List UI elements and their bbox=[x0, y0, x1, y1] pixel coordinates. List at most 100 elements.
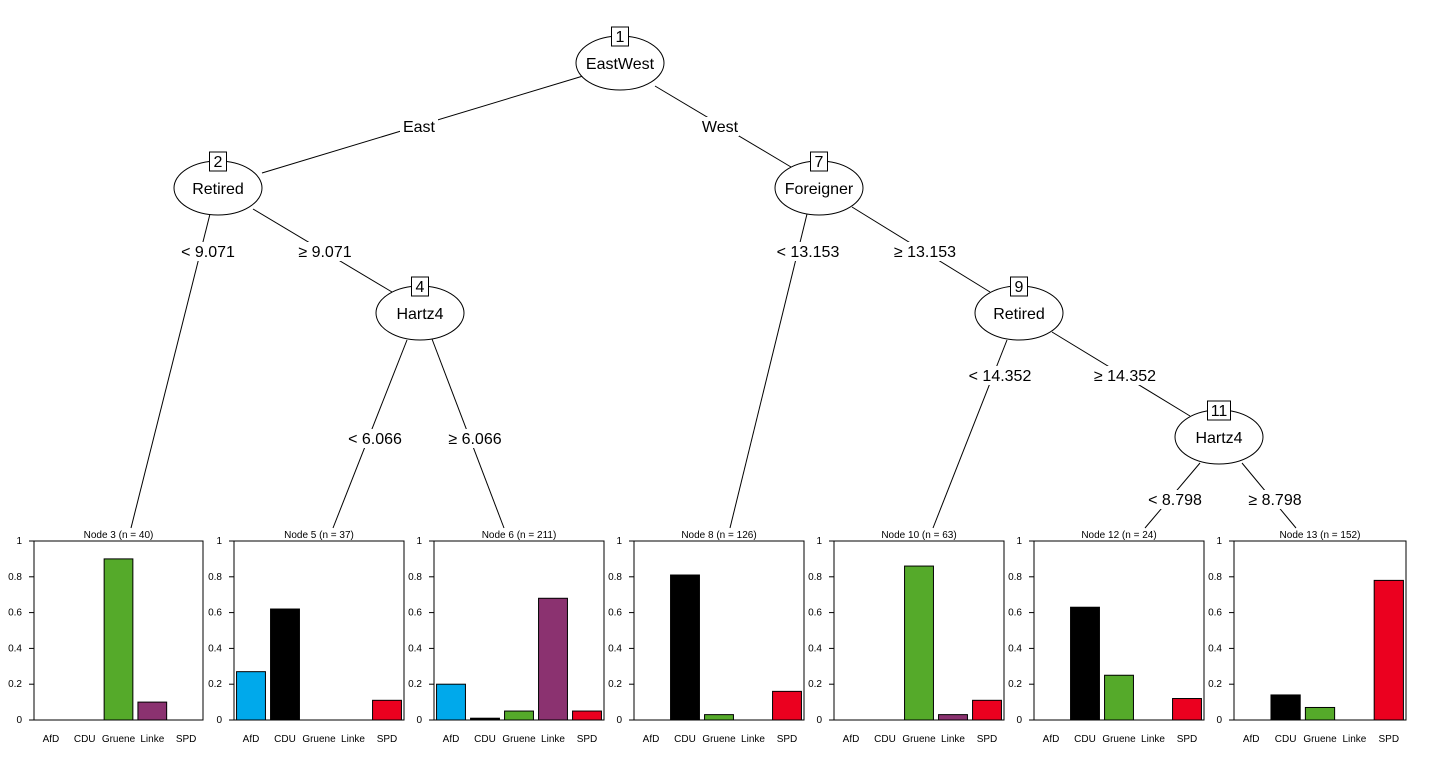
y-tick-label: 0 bbox=[1216, 715, 1222, 726]
edge-label-bg bbox=[344, 429, 406, 448]
plot-frame bbox=[433, 540, 605, 721]
edge-label-bg bbox=[177, 242, 239, 261]
bar-AfD bbox=[236, 671, 266, 721]
edge-label-11-13: ≥ 8.798 bbox=[1248, 492, 1301, 509]
y-tick-label: 0.8 bbox=[1008, 572, 1022, 583]
y-tick-label: 0.8 bbox=[808, 572, 822, 583]
x-tick-label: Gruene bbox=[702, 734, 736, 745]
bar-Gruene bbox=[1104, 674, 1134, 721]
node-id: 2 bbox=[214, 154, 223, 171]
edge-label-bg bbox=[444, 429, 506, 448]
x-tick-label: Linke bbox=[941, 734, 965, 745]
y-tick-label: 0.2 bbox=[1008, 679, 1022, 690]
y-tick-label: 0.2 bbox=[608, 679, 622, 690]
bar-Linke bbox=[137, 701, 168, 721]
bar-CDU bbox=[670, 574, 700, 721]
bar-Gruene bbox=[1304, 706, 1336, 721]
y-tick-label: 0.8 bbox=[8, 572, 22, 583]
terminal-node-10-chart: Node 10 (n = 63) AfD CDU Gruene Linke SPD 0 0.2… bbox=[808, 530, 1005, 745]
edge-label-7-8: < 13.153 bbox=[777, 244, 840, 261]
x-tick-label: CDU bbox=[1275, 734, 1297, 745]
bar-Linke bbox=[538, 597, 568, 721]
plot-frame bbox=[833, 540, 1005, 721]
x-tick-label: Linke bbox=[1342, 734, 1366, 745]
node-split-variable: Foreigner bbox=[785, 181, 854, 198]
edge-label-4-6: ≥ 6.066 bbox=[448, 431, 501, 448]
x-tick-label: CDU bbox=[674, 734, 696, 745]
x-tick-label: SPD bbox=[176, 734, 197, 745]
x-tick-label: Gruene bbox=[302, 734, 336, 745]
terminal-node-12-chart: Node 12 (n = 24) AfD CDU Gruene Linke SPD 0 0.2… bbox=[1008, 530, 1205, 745]
x-tick-label: Linke bbox=[140, 734, 164, 745]
x-tick-label: Gruene bbox=[502, 734, 536, 745]
chart-title: Node 5 (n = 37) bbox=[284, 530, 354, 541]
x-tick-label: SPD bbox=[977, 734, 998, 745]
x-tick-label: Linke bbox=[1141, 734, 1165, 745]
bar-SPD bbox=[572, 710, 602, 721]
bar-Gruene bbox=[904, 565, 934, 721]
y-tick-label: 0.6 bbox=[1208, 608, 1222, 619]
node-split-variable: EastWest bbox=[586, 56, 655, 73]
y-tick-label: 0 bbox=[1016, 715, 1022, 726]
x-tick-label: SPD bbox=[377, 734, 398, 745]
chart-title: Node 10 (n = 63) bbox=[881, 530, 956, 541]
y-tick-label: 0.4 bbox=[408, 643, 422, 654]
y-tick-label: 1 bbox=[1216, 536, 1222, 547]
x-tick-label: AfD bbox=[43, 734, 60, 745]
bar-SPD bbox=[1373, 579, 1404, 721]
terminal-node-8-chart: Node 8 (n = 126) AfD CDU Gruene Linke SPD 0 0.2… bbox=[608, 530, 805, 745]
tree-node-2: Retired 2 bbox=[173, 151, 263, 216]
edge-label-bg bbox=[400, 117, 438, 136]
x-tick-label: CDU bbox=[874, 734, 896, 745]
x-tick-label: Gruene bbox=[1303, 734, 1337, 745]
plot-frame bbox=[233, 540, 405, 721]
edge-label-bg bbox=[1144, 490, 1206, 509]
x-tick-label: SPD bbox=[777, 734, 798, 745]
node-split-variable: Retired bbox=[192, 181, 244, 198]
node-id-box bbox=[411, 276, 429, 297]
y-tick-label: 0.4 bbox=[8, 643, 22, 654]
terminal-node-5-chart: Node 5 (n = 37) AfD CDU Gruene Linke SPD 0 0.2 0… bbox=[208, 530, 405, 745]
bar-CDU bbox=[1070, 606, 1100, 721]
x-tick-label: CDU bbox=[474, 734, 496, 745]
edge-label-bg bbox=[1244, 490, 1306, 509]
edge-label-bg bbox=[965, 366, 1035, 385]
chart-title: Node 6 (n = 211) bbox=[482, 530, 557, 541]
edge-label-9-10: < 14.352 bbox=[969, 368, 1032, 385]
edge-label-bg bbox=[701, 117, 739, 136]
bar-CDU bbox=[270, 608, 300, 721]
node-id: 4 bbox=[416, 279, 425, 296]
x-tick-label: CDU bbox=[274, 734, 296, 745]
x-tick-label: Gruene bbox=[1102, 734, 1136, 745]
y-tick-label: 0.6 bbox=[208, 608, 222, 619]
x-tick-label: CDU bbox=[74, 734, 96, 745]
y-tick-label: 0.2 bbox=[1208, 679, 1222, 690]
y-tick-label: 1 bbox=[216, 536, 222, 547]
bar-Gruene bbox=[103, 558, 134, 721]
node-split-variable: Hartz4 bbox=[396, 306, 443, 323]
tree-node-9: Retired 9 bbox=[974, 276, 1064, 341]
node-id: 1 bbox=[616, 29, 625, 46]
x-tick-label: SPD bbox=[1177, 734, 1198, 745]
bar-Gruene bbox=[504, 710, 534, 721]
x-tick-label: AfD bbox=[843, 734, 860, 745]
bar-SPD bbox=[972, 699, 1002, 721]
x-tick-label: Linke bbox=[341, 734, 365, 745]
y-tick-label: 1 bbox=[16, 536, 22, 547]
y-tick-label: 0 bbox=[816, 715, 822, 726]
y-tick-label: 0.6 bbox=[408, 608, 422, 619]
y-tick-label: 0.4 bbox=[1008, 643, 1022, 654]
y-tick-label: 0.4 bbox=[1208, 643, 1222, 654]
x-tick-label: SPD bbox=[577, 734, 598, 745]
x-tick-label: SPD bbox=[1379, 734, 1400, 745]
edge-label-7-9: ≥ 13.153 bbox=[894, 244, 956, 261]
y-tick-label: 0.4 bbox=[808, 643, 822, 654]
chart-title: Node 8 (n = 126) bbox=[681, 530, 756, 541]
y-tick-label: 0 bbox=[416, 715, 422, 726]
tree-node-7: Foreigner 7 bbox=[774, 151, 864, 216]
y-tick-label: 1 bbox=[616, 536, 622, 547]
y-tick-label: 0.8 bbox=[208, 572, 222, 583]
edge-label-1-7: West bbox=[702, 119, 739, 136]
edge-label-2-3: < 9.071 bbox=[181, 244, 235, 261]
y-tick-label: 0.8 bbox=[408, 572, 422, 583]
